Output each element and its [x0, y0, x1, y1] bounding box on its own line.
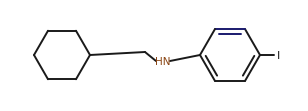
Text: HN: HN: [155, 57, 171, 67]
Text: I: I: [277, 51, 280, 61]
